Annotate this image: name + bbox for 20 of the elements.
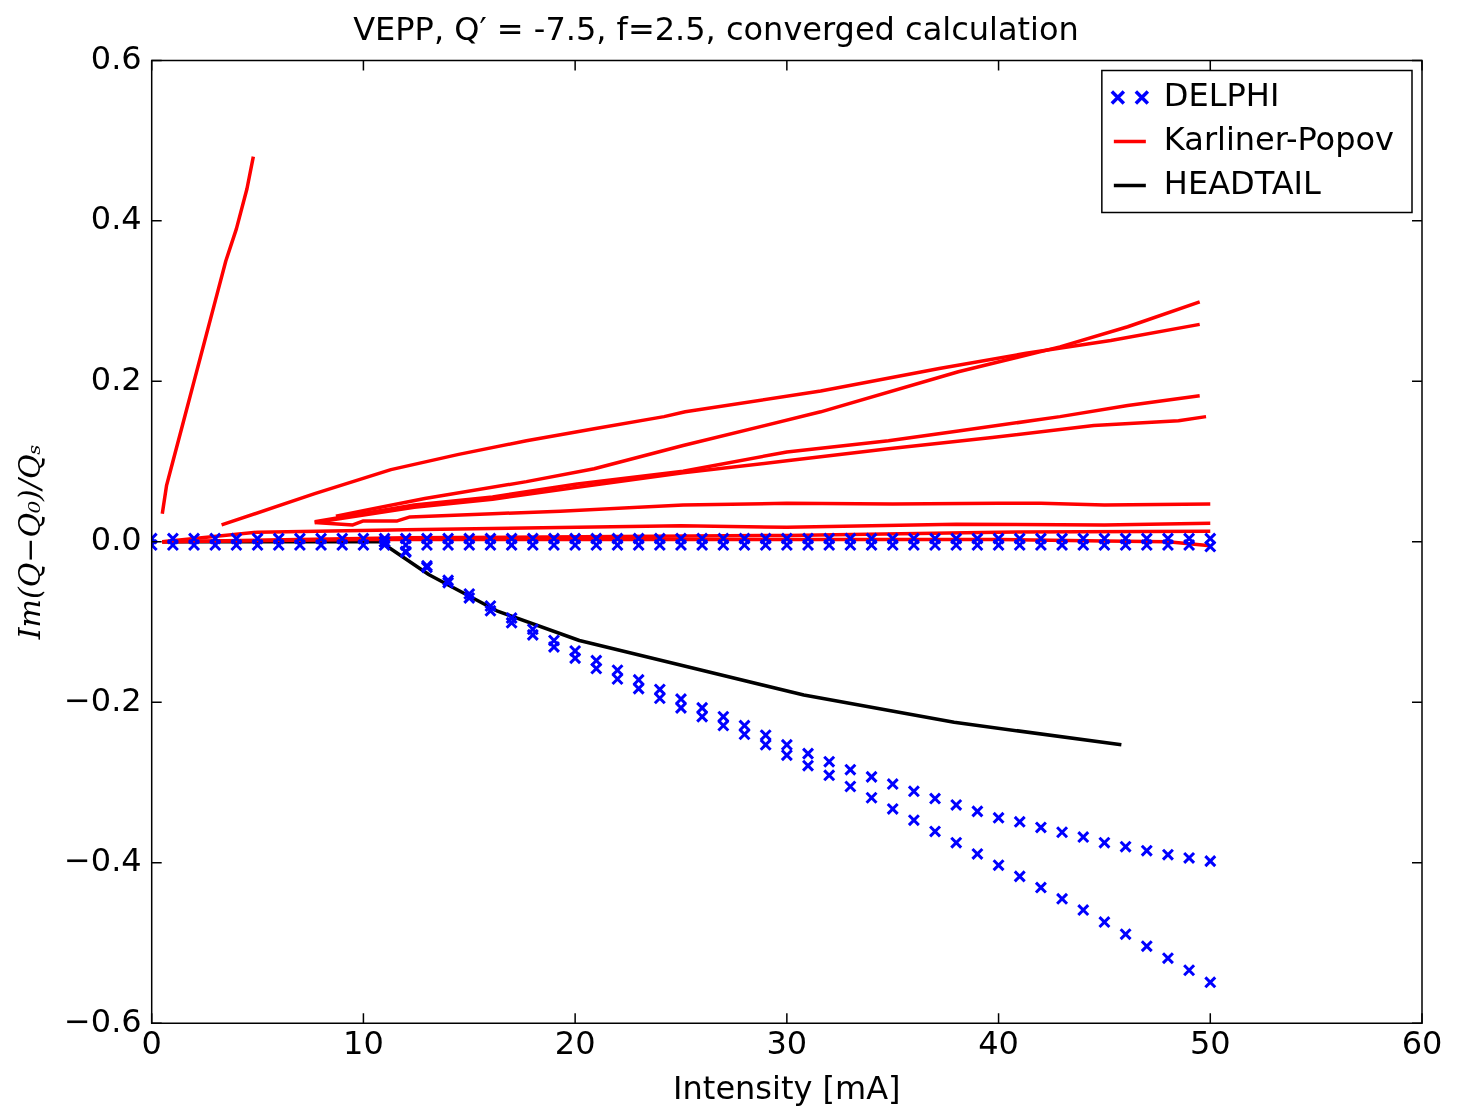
- y-tick-label: 0.0: [90, 520, 142, 559]
- x-tick-label: 10: [343, 1023, 384, 1062]
- chart-title: VEPP, Q′ = -7.5, f=2.5, converged calculation: [353, 9, 1079, 48]
- legend-label: Karliner-Popov: [1163, 119, 1394, 158]
- y-tick-label: −0.4: [64, 841, 142, 880]
- y-axis-title: Im(Q−Q₀)/Qₛ: [11, 444, 47, 641]
- y-tick-label: −0.2: [64, 680, 142, 719]
- x-axis-title: Intensity [mA]: [673, 1069, 901, 1108]
- y-tick-label: 0.2: [90, 359, 142, 398]
- legend-label: HEADTAIL: [1163, 163, 1322, 202]
- x-tick-label: 30: [766, 1023, 808, 1062]
- x-tick-label: 50: [1189, 1023, 1231, 1062]
- y-tick-label: 0.4: [90, 199, 142, 238]
- x-tick-label: 40: [978, 1023, 1019, 1062]
- y-tick-label: 0.6: [90, 38, 142, 77]
- x-tick-label: 0: [141, 1023, 162, 1062]
- y-tick-label: −0.6: [64, 1001, 142, 1040]
- x-tick-label: 20: [554, 1023, 596, 1062]
- x-tick-label: 60: [1401, 1023, 1443, 1062]
- legend-label: DELPHI: [1163, 75, 1280, 114]
